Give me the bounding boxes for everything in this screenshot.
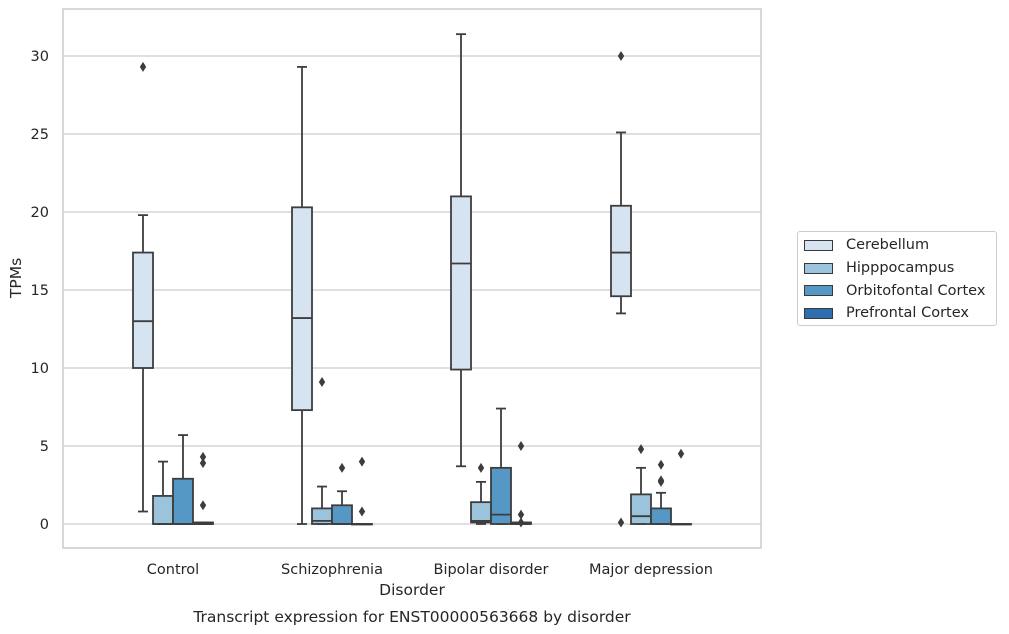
outlier-point xyxy=(677,448,685,459)
legend-label: Orbitofontal Cortex xyxy=(846,282,986,299)
outlier-point xyxy=(358,506,366,517)
box-body xyxy=(470,501,492,524)
box-1-0 xyxy=(152,460,174,525)
box-2-2 xyxy=(490,407,512,525)
outlier-point xyxy=(617,51,625,61)
outlier-point xyxy=(517,509,525,520)
x-tick-label: Control xyxy=(147,562,199,578)
outlier-point xyxy=(358,456,366,467)
box-1-2 xyxy=(470,462,492,525)
x-tick-label: Schizophrenia xyxy=(281,562,383,578)
box-1-1 xyxy=(311,377,333,525)
outlier-point xyxy=(338,462,346,473)
y-tick-label: 30 xyxy=(31,49,49,65)
box-body xyxy=(152,495,174,525)
y-tick-label: 15 xyxy=(31,283,49,299)
outlier-point xyxy=(657,476,665,487)
y-axis-label: TPMs xyxy=(7,258,25,299)
legend-swatch xyxy=(804,285,833,297)
box-body xyxy=(331,504,353,525)
legend-item-prefrontal-cortex: Prefrontal Cortex xyxy=(804,302,996,325)
outlier-point xyxy=(199,500,207,511)
legend-item-hippocampus: Hipppocampus xyxy=(804,257,996,280)
legend-swatch xyxy=(804,262,833,274)
y-tick-label: 10 xyxy=(31,361,49,377)
box-3-1 xyxy=(351,456,373,526)
box-body xyxy=(650,507,672,525)
box-2-3 xyxy=(650,459,672,525)
box-body xyxy=(450,195,472,371)
y-tick-label: 5 xyxy=(40,439,49,455)
box-3-3 xyxy=(670,448,692,526)
outlier-point xyxy=(199,458,207,469)
box-0-0 xyxy=(132,61,154,513)
box-layer xyxy=(132,33,692,528)
legend: Cerebellum Hipppocampus Orbitofontal Cor… xyxy=(797,231,997,326)
outlier-point xyxy=(517,517,525,528)
y-tick-label: 25 xyxy=(31,127,49,143)
box-0-2 xyxy=(450,33,472,468)
box-body xyxy=(172,477,194,525)
outlier-point xyxy=(477,462,485,473)
legend-swatch xyxy=(804,307,833,319)
box-body xyxy=(490,466,512,525)
plot-frame xyxy=(62,8,762,549)
x-axis-label: Disorder xyxy=(379,581,445,599)
box-1-3 xyxy=(630,444,652,525)
outlier-point xyxy=(657,459,665,470)
legend-swatch xyxy=(804,239,833,251)
box-body xyxy=(132,251,154,369)
box-0-1 xyxy=(291,66,313,525)
legend-label: Hipppocampus xyxy=(846,260,955,277)
outlier-point xyxy=(139,61,147,72)
outlier-point xyxy=(617,517,625,528)
box-3-2 xyxy=(510,441,532,528)
outlier-point xyxy=(637,444,645,455)
legend-item-cerebellum: Cerebellum xyxy=(804,234,996,257)
box-body xyxy=(610,204,632,298)
outlier-point xyxy=(318,377,326,388)
x-tick-label: Bipolar disorder xyxy=(434,562,549,578)
box-3-0 xyxy=(192,451,214,525)
axes: 0 5 10 15 20 25 30 Control Schizophrenia Bipolar … xyxy=(31,8,762,578)
box-2-1 xyxy=(331,462,353,525)
box-body xyxy=(291,206,313,412)
outlier-point xyxy=(517,441,525,451)
box-2-0 xyxy=(172,434,194,525)
chart-title: Transcript expression for ENST0000056366… xyxy=(192,608,631,626)
y-tick-label: 20 xyxy=(31,205,49,221)
grid-lines xyxy=(63,55,761,525)
x-tick-label: Major depression xyxy=(589,562,713,578)
y-tick-label: 0 xyxy=(40,517,49,533)
box-0-3 xyxy=(610,51,632,528)
legend-label: Cerebellum xyxy=(846,237,930,254)
legend-label: Prefrontal Cortex xyxy=(846,305,969,322)
box-body xyxy=(630,493,652,525)
legend-item-orbitofrontal-cortex: Orbitofontal Cortex xyxy=(804,279,996,302)
outlier-point xyxy=(199,451,207,462)
